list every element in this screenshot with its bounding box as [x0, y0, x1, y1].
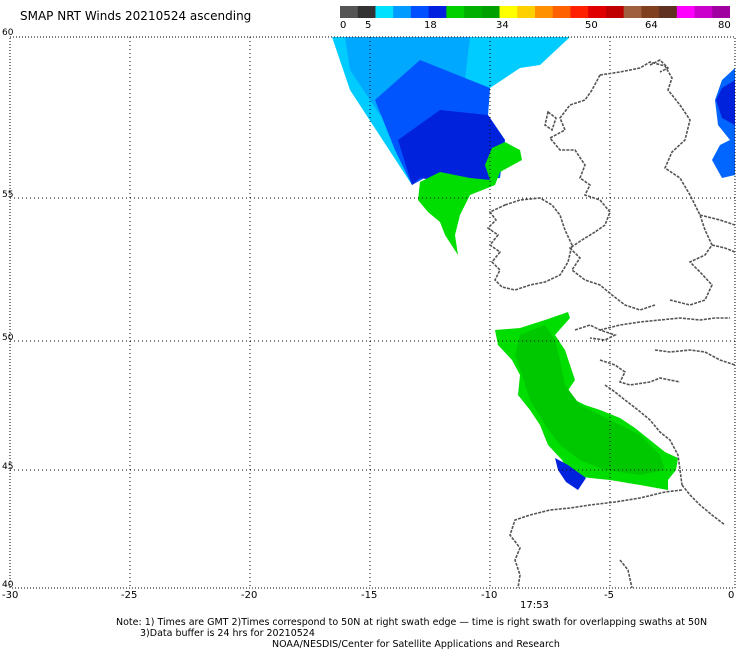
note-line-2: 3)Data buffer is 24 hrs for 20210524: [140, 628, 315, 639]
colorbar-segment: [517, 6, 536, 18]
wind-swath-east: [712, 68, 735, 178]
coast-france-north: [654, 349, 736, 366]
lon-label-0: 0: [728, 590, 735, 601]
wind-patch-blue-south: [555, 458, 586, 490]
coast-ireland: [486, 197, 573, 291]
colorbar-segment: [428, 6, 447, 18]
coast-wales: [568, 231, 656, 311]
colorbar-segment: [340, 6, 359, 18]
colorbar-segment: [357, 6, 376, 18]
lat-label-45: 45: [2, 462, 14, 472]
note-line-3: NOAA/NESDIS/Center for Satellite Applica…: [272, 639, 560, 650]
swath-time-label: 17:53: [520, 600, 549, 611]
wind-patch-darker-green: [515, 325, 665, 475]
lat-lon-grid: [10, 37, 735, 588]
colorbar-label-34: 34: [496, 20, 509, 31]
colorbar-segment: [641, 6, 660, 18]
colorbar-segment: [694, 6, 713, 18]
colorbar-segment: [481, 6, 501, 18]
coast-netherlands: [699, 214, 736, 226]
note-line-1: Note: 1) Times are GMT 2)Times correspon…: [116, 617, 708, 628]
lat-label-50: 50: [2, 333, 14, 343]
colorbar-segment: [375, 6, 394, 18]
lat-label-60: 60: [2, 28, 14, 38]
lat-label-55: 55: [2, 190, 14, 200]
coast-england-south: [599, 317, 730, 331]
colorbar-segment: [712, 6, 730, 18]
colorbar-segment: [659, 6, 678, 18]
colorbar-segment: [623, 6, 642, 18]
coast-scotland: [599, 61, 713, 306]
wind-swath-south: [495, 312, 678, 490]
coast-denmark: [711, 244, 736, 253]
colorbar-segment: [464, 6, 483, 18]
colorbar-label-64: 64: [645, 20, 658, 31]
coast-scotland-west: [548, 74, 611, 233]
coast-orkney: [649, 59, 670, 73]
colorbar-label-18: 18: [424, 20, 437, 31]
coast-hebrides: [544, 110, 557, 132]
colorbar-label-5: 5: [365, 20, 372, 31]
coast-spain-north: [509, 489, 683, 589]
colorbar-segment: [552, 6, 571, 18]
coast-france-west: [604, 384, 683, 486]
lon-label-minus-30: -30: [2, 590, 19, 601]
lon-label-minus-10: -10: [481, 590, 498, 601]
lon-label-minus-15: -15: [361, 590, 378, 601]
colorbar-label-50: 50: [585, 20, 598, 31]
wind-patch-deep-blue: [398, 110, 505, 185]
coast-france-brittany: [599, 359, 681, 386]
lon-label-minus-20: -20: [241, 590, 258, 601]
wind-patch-green-north: [418, 142, 522, 255]
coastlines: [486, 59, 736, 589]
colorbar-segment: [570, 6, 589, 18]
colorbar-segment: [605, 6, 625, 18]
coast-portugal: [619, 559, 633, 589]
colorbar-label-80: 80: [718, 20, 731, 31]
colorbar-segment: [535, 6, 554, 18]
map-frame: [9, 36, 736, 589]
wind-patch-east-deep: [716, 80, 735, 125]
map-title: SMAP NRT Winds 20210524 ascending: [20, 9, 252, 23]
lat-label-40: 40: [2, 580, 14, 590]
coast-cornwall: [574, 324, 618, 341]
wind-speed-colorbar: [340, 6, 730, 18]
colorbar-label-0: 0: [340, 20, 347, 31]
lon-label-minus-5: -5: [604, 590, 614, 601]
colorbar-segment: [393, 6, 412, 18]
colorbar-segment: [588, 6, 607, 18]
wind-swath-north: [332, 37, 570, 255]
colorbar-segment: [499, 6, 518, 18]
colorbar-segment: [446, 6, 465, 18]
lon-label-minus-25: -25: [121, 590, 138, 601]
colorbar-segment: [676, 6, 696, 18]
colorbar-segment: [410, 6, 430, 18]
coast-bay-biscay-east: [681, 484, 726, 526]
